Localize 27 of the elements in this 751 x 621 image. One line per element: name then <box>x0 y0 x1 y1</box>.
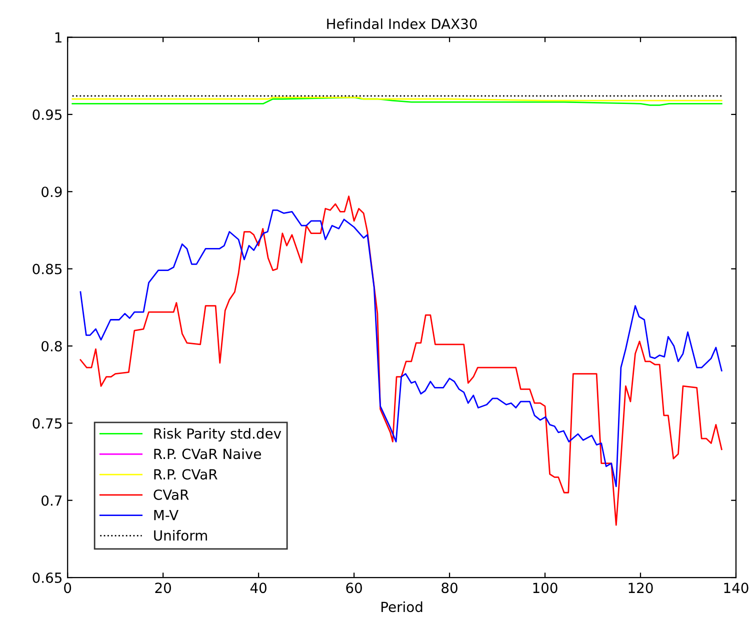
y-tick-label: 0.7 <box>42 495 62 506</box>
line-series <box>80 196 722 526</box>
x-tick-label: 120 <box>628 582 653 594</box>
x-tick-label: 60 <box>346 582 362 594</box>
y-tick-label: 1 <box>55 32 62 43</box>
legend-label: CVaR <box>154 489 189 500</box>
x-tick-label: 20 <box>155 582 171 594</box>
x-axis-title: Period <box>381 601 422 612</box>
line-series <box>80 209 722 488</box>
y-tick-label: 0.65 <box>32 572 62 584</box>
y-tick-label: 0.8 <box>42 340 62 352</box>
legend-label: R.P. CVaR Naive <box>154 448 261 460</box>
y-tick-label: 0.9 <box>42 186 62 198</box>
x-tick-label: 100 <box>533 582 558 594</box>
chart-title: Hefindal Index DAX30 <box>327 18 477 30</box>
y-tick-label: 0.75 <box>32 418 62 429</box>
x-tick-label: 0 <box>64 582 72 594</box>
legend-label: R.P. CVaR <box>154 469 218 480</box>
x-tick-label: 80 <box>442 582 458 594</box>
legend-label: Uniform <box>154 530 207 541</box>
legend-label: M-V <box>154 510 178 520</box>
y-tick-label: 0.85 <box>32 264 62 274</box>
line-series <box>72 96 722 106</box>
x-tick-label: 140 <box>724 582 748 594</box>
y-tick-label: 0.95 <box>32 109 62 120</box>
legend-label: Risk Parity std.dev <box>154 428 282 442</box>
x-tick-label: 40 <box>250 582 266 594</box>
